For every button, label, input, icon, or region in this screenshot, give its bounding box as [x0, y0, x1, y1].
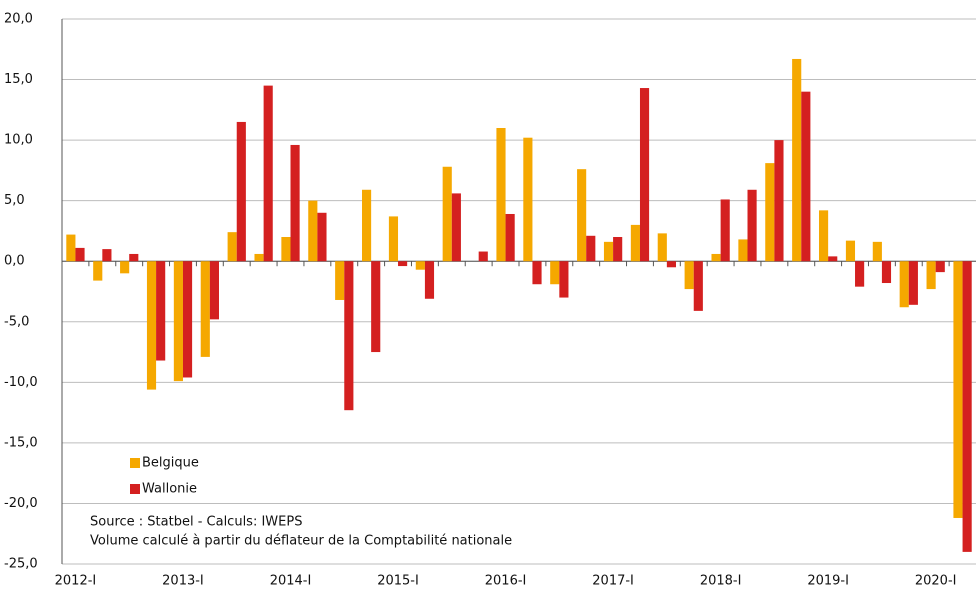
bar [639, 88, 650, 262]
bar [254, 253, 264, 262]
bar [173, 261, 183, 382]
bar [317, 212, 327, 262]
bar [236, 121, 246, 262]
bar [371, 261, 381, 353]
bar [388, 216, 399, 262]
bar [335, 261, 345, 300]
y-tick-label: 15,0 [4, 72, 33, 87]
x-tick-label: 2012-I [55, 574, 97, 589]
bar [935, 261, 945, 273]
x-tick-label: 2017-I [592, 574, 634, 589]
bar [666, 261, 676, 268]
bar [962, 261, 972, 552]
bar [344, 261, 354, 411]
y-tick-label: -25,0 [4, 557, 38, 572]
bar [146, 261, 157, 390]
bar [451, 193, 461, 262]
bar [720, 199, 730, 262]
bar [657, 233, 667, 262]
bar [120, 261, 130, 274]
bar [693, 261, 703, 311]
bar [93, 261, 103, 281]
y-tick-label: -5,0 [4, 314, 29, 329]
bar [362, 189, 372, 262]
bar [926, 261, 936, 290]
bar [613, 237, 623, 262]
bar [684, 261, 694, 290]
bar [819, 210, 829, 262]
bar [478, 251, 488, 262]
y-tick-label: 0,0 [4, 254, 25, 269]
bar [855, 261, 865, 287]
bar [200, 261, 210, 357]
bar [603, 241, 614, 262]
x-tick-label: 2018-I [700, 574, 742, 589]
bar [559, 261, 569, 298]
bar [227, 232, 237, 262]
x-tick-label: 2020-I [915, 574, 957, 589]
bar [711, 253, 721, 262]
bar [630, 224, 640, 262]
bar [765, 163, 775, 262]
x-tick-label: 2015-I [377, 574, 419, 589]
bar [792, 58, 802, 262]
bar [899, 261, 909, 308]
bar [505, 213, 515, 262]
bar [290, 144, 300, 262]
bar [801, 91, 811, 262]
bar [577, 169, 587, 262]
legend-label: Wallonie [142, 482, 197, 497]
bar [182, 261, 193, 378]
x-tick-label: 2019-I [807, 574, 849, 589]
y-tick-label: -20,0 [4, 496, 38, 511]
bar [442, 166, 452, 262]
y-tick-label: 10,0 [4, 133, 33, 148]
bar [523, 137, 533, 262]
bar [908, 261, 918, 305]
bar [828, 256, 838, 262]
bar [496, 128, 506, 262]
legend-swatch [130, 458, 140, 468]
bar [129, 253, 139, 262]
bar [75, 247, 85, 262]
bar [586, 235, 596, 262]
bar [263, 85, 273, 262]
bar [102, 249, 112, 262]
annotation: Volume calculé à partir du déflateur de … [90, 534, 512, 549]
bar [550, 261, 560, 285]
bar [281, 237, 291, 262]
y-tick-label: -10,0 [4, 375, 38, 390]
bar [872, 241, 882, 262]
y-tick-label: 20,0 [4, 12, 33, 27]
bar [774, 140, 784, 262]
bar [415, 261, 425, 270]
bar [532, 261, 542, 285]
x-tick-label: 2016-I [485, 574, 527, 589]
bar [953, 261, 963, 518]
bar [747, 189, 757, 262]
legend-swatch [130, 484, 140, 494]
bar [66, 234, 76, 262]
annotation: Source : Statbel - Calculs: IWEPS [90, 515, 302, 530]
legend-label: Belgique [142, 456, 199, 471]
y-tick-label: 5,0 [4, 193, 25, 208]
x-tick-label: 2013-I [162, 574, 204, 589]
bar [738, 239, 748, 262]
bar [424, 261, 435, 299]
bar [156, 261, 166, 361]
bar [845, 240, 856, 262]
bar [308, 200, 318, 262]
x-tick-label: 2014-I [270, 574, 312, 589]
y-tick-label: -15,0 [4, 435, 38, 450]
bar [881, 261, 892, 284]
bar [398, 261, 408, 267]
bar [209, 261, 219, 320]
